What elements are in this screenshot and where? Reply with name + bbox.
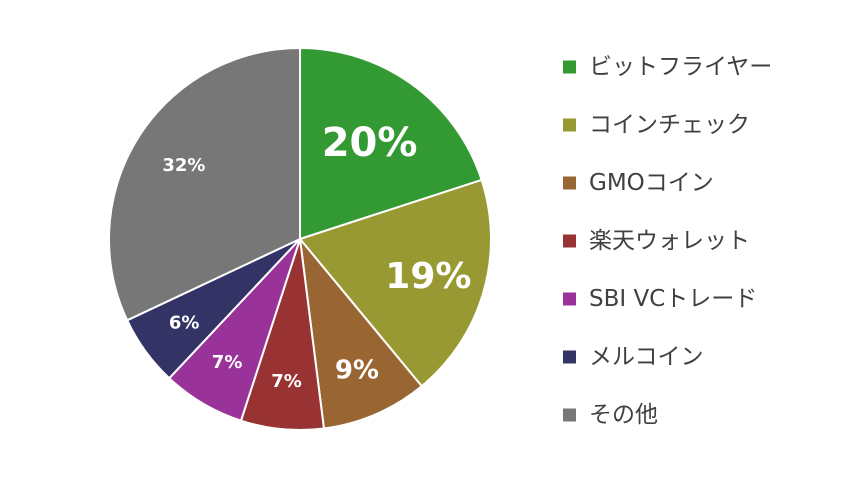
legend-swatch-6 bbox=[563, 350, 576, 364]
legend-swatch-3 bbox=[563, 176, 576, 190]
legend-swatch-4 bbox=[563, 234, 576, 248]
legend-item-6: メルコイン bbox=[563, 344, 704, 370]
legend-item-1: ビットフライヤー bbox=[563, 54, 772, 80]
slice-value-label-7: 32% bbox=[162, 155, 205, 176]
legend-item-4: 楽天ウォレット bbox=[563, 228, 750, 254]
legend-swatch-2 bbox=[563, 118, 576, 132]
legend-swatch-5 bbox=[563, 292, 576, 306]
slice-value-label-5: 7% bbox=[212, 352, 243, 373]
legend-swatch-7 bbox=[563, 408, 576, 422]
legend-item-3: GMOコイン bbox=[563, 170, 714, 196]
legend-label-4: 楽天ウォレット bbox=[589, 228, 750, 254]
pie-slice-3 bbox=[298, 235, 424, 430]
legend-swatch-1 bbox=[563, 60, 576, 74]
legend-item-5: SBI VCトレード bbox=[563, 286, 757, 312]
legend-label-7: その他 bbox=[589, 402, 658, 428]
legend-label-6: メルコイン bbox=[589, 344, 704, 370]
pie-slice-7 bbox=[108, 46, 301, 322]
pie-slices bbox=[108, 46, 492, 431]
slice-value-label-4: 7% bbox=[271, 371, 302, 392]
legend-label-3: GMOコイン bbox=[589, 170, 714, 196]
legend-item-2: コインチェック bbox=[563, 112, 750, 138]
legend-label-1: ビットフライヤー bbox=[589, 54, 772, 80]
slice-value-label-6: 6% bbox=[169, 313, 200, 334]
slice-value-label-2: 19% bbox=[385, 256, 471, 297]
pie-slice-labels: 20% 19% 9% 7% 7% 6% 32% bbox=[162, 120, 471, 392]
slice-value-label-3: 9% bbox=[335, 355, 379, 385]
pie-slice-1 bbox=[299, 46, 483, 241]
legend-label-5: SBI VCトレード bbox=[589, 286, 757, 312]
slice-value-label-1: 20% bbox=[322, 120, 418, 166]
legend-label-2: コインチェック bbox=[589, 112, 750, 138]
legend-item-7: その他 bbox=[563, 402, 658, 428]
pie-slice-2 bbox=[298, 178, 492, 388]
